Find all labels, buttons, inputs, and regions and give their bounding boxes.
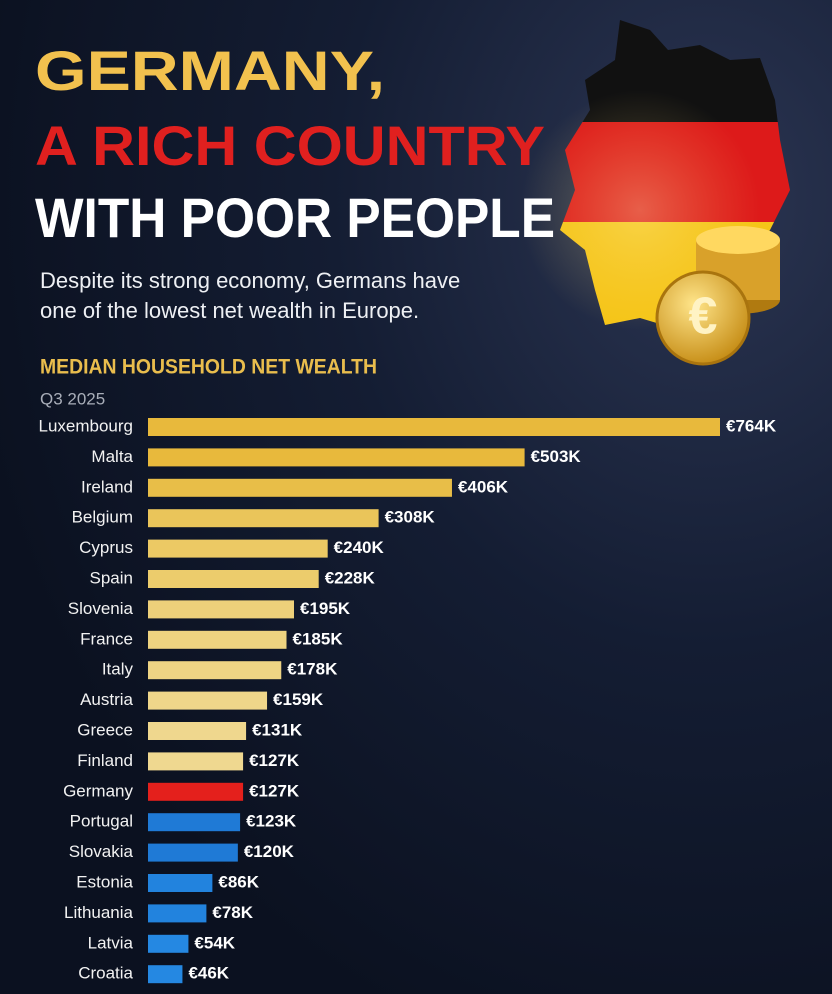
category-label: Latvia [88, 933, 134, 952]
bar [148, 843, 238, 862]
bar [148, 448, 525, 467]
subtitle: one of the lowest net wealth in Europe. [40, 298, 419, 323]
title-line: A RICH COUNTRY [35, 114, 545, 177]
period: Q3 2025 [40, 389, 105, 408]
bar [148, 752, 244, 771]
bar [148, 630, 287, 649]
value-label: €159K [273, 690, 324, 709]
bar [148, 539, 328, 558]
category-label: Slovakia [69, 842, 134, 861]
bar [148, 691, 268, 710]
bar [148, 965, 183, 984]
bar [148, 722, 247, 740]
category-label: Greece [77, 720, 133, 739]
svg-text:€: € [689, 288, 718, 346]
bar [148, 782, 244, 801]
chart-title: MEDIAN HOUSEHOLD NET WEALTH [40, 356, 377, 379]
value-label: €178K [287, 660, 338, 679]
category-label: Austria [80, 690, 133, 709]
value-label: €127K [249, 751, 300, 770]
bar [148, 570, 319, 588]
category-label: Belgium [72, 508, 133, 527]
value-label: €308K [385, 508, 436, 527]
category-label: Slovenia [68, 599, 134, 618]
bar [148, 478, 452, 497]
category-label: Estonia [76, 872, 133, 891]
value-label: €240K [334, 538, 385, 557]
value-label: €195K [300, 599, 351, 618]
bar [148, 874, 213, 892]
category-label: Cyprus [79, 538, 133, 557]
value-label: €120K [244, 842, 295, 861]
value-label: €46K [188, 964, 229, 983]
bar [148, 418, 720, 436]
value-label: €503K [531, 447, 582, 466]
title-line: GERMANY, [35, 39, 385, 102]
bar [148, 600, 294, 619]
bar [148, 934, 189, 953]
subtitle: Despite its strong economy, Germans have [40, 268, 460, 293]
category-label: Finland [77, 751, 133, 770]
value-label: €54K [194, 933, 235, 952]
value-label: €78K [212, 903, 253, 922]
category-label: France [80, 629, 133, 648]
bar [148, 661, 282, 680]
value-label: €764K [726, 416, 777, 435]
title-line: WITH POOR PEOPLE [35, 186, 555, 249]
value-label: €228K [325, 568, 376, 587]
category-label: Luxembourg [38, 416, 133, 435]
bar [148, 813, 241, 832]
value-label: €123K [246, 812, 297, 831]
value-label: €131K [252, 720, 303, 739]
value-label: €185K [293, 629, 344, 648]
coins: € [655, 226, 780, 366]
category-label: Italy [102, 660, 134, 679]
category-label: Malta [91, 447, 133, 466]
value-label: €127K [249, 781, 300, 800]
bar [148, 904, 207, 923]
bar [148, 509, 379, 528]
category-label: Portugal [70, 812, 133, 831]
category-label: Germany [63, 781, 133, 800]
value-label: €406K [458, 477, 509, 496]
category-label: Spain [90, 568, 133, 587]
category-label: Lithuania [64, 903, 134, 922]
category-label: Ireland [81, 477, 133, 496]
category-label: Croatia [78, 964, 133, 983]
value-label: €86K [218, 872, 259, 891]
